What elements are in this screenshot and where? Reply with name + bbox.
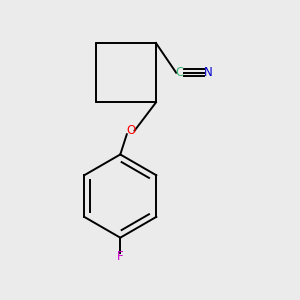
- Text: F: F: [117, 250, 124, 263]
- Text: N: N: [204, 66, 212, 79]
- Text: O: O: [126, 124, 135, 137]
- Text: C: C: [176, 66, 184, 79]
